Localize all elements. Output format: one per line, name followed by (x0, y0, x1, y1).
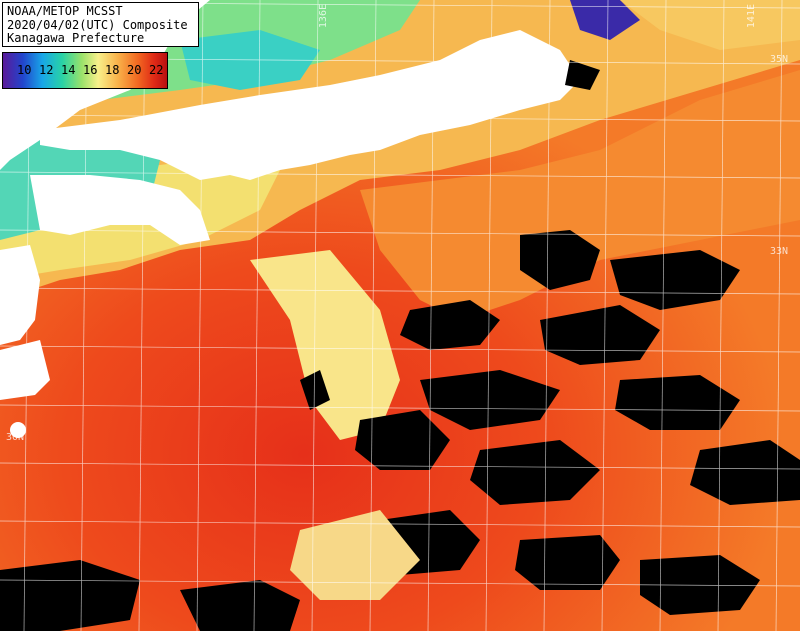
colorbar-tick: 20 (127, 63, 142, 77)
pale-tongue (250, 250, 400, 440)
colorbar-tick: 12 (39, 63, 54, 77)
colorbar-tick: 18 (105, 63, 120, 77)
gridline-label-30n: 30N (6, 432, 25, 443)
map-title-box: NOAA/METOP MCSST 2020/04/02(UTC) Composi… (2, 2, 199, 47)
colorbar-tick: 10 (17, 63, 32, 77)
gridline-label-35n: 35N (770, 54, 789, 65)
colorbar-tick: 14 (61, 63, 76, 77)
map-title-line-2: 2020/04/02(UTC) Composite (7, 17, 188, 32)
land-southern-tip (0, 340, 50, 400)
land-kyushu (0, 245, 40, 345)
temperature-colorbar: 10 12 14 16 18 20 22 (2, 52, 168, 89)
land-honshu (40, 30, 580, 180)
colorbar-tick: 22 (149, 63, 164, 77)
gridline-label-136e: 136E (318, 4, 329, 29)
map-title-line-1: NOAA/METOP MCSST (7, 4, 123, 18)
land-shikoku (30, 175, 210, 245)
northeast-yellow (620, 0, 800, 50)
island-tanegashima (10, 422, 26, 438)
kuroshio-band (360, 70, 800, 320)
purple-patch (570, 0, 640, 40)
colorbar-tick: 16 (83, 63, 98, 77)
gridline-label-141e: 141E (746, 4, 757, 29)
pale-patch-south (290, 510, 420, 600)
colorbar-ticks: 10 12 14 16 18 20 22 (3, 63, 167, 79)
gridline-label-33n: 33N (770, 246, 789, 257)
map-title-line-3: Kanagawa Prefecture (7, 31, 145, 45)
